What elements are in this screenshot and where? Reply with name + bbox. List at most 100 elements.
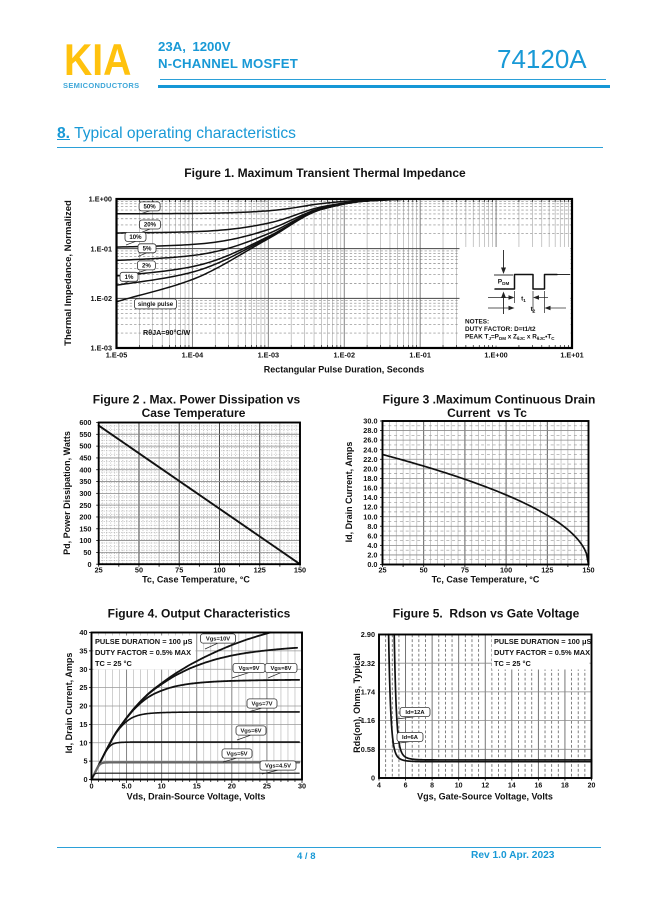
svg-text:DUTY FACTOR: D=t1/t2: DUTY FACTOR: D=t1/t2 <box>465 326 536 333</box>
svg-text:16.0: 16.0 <box>363 484 377 493</box>
svg-text:25: 25 <box>79 683 87 692</box>
svg-text:150: 150 <box>582 566 594 575</box>
svg-text:Id=6A: Id=6A <box>402 735 419 741</box>
svg-text:0: 0 <box>371 774 375 783</box>
svg-text:Id, Drain Current, Amps: Id, Drain Current, Amps <box>64 653 74 754</box>
svg-text:20%: 20% <box>144 222 157 229</box>
svg-text:550: 550 <box>79 430 91 439</box>
svg-text:10: 10 <box>158 782 166 791</box>
svg-text:Figure 1. Maximum Transient Th: Figure 1. Maximum Transient Thermal Impe… <box>184 166 466 180</box>
svg-text:6.0: 6.0 <box>367 531 377 540</box>
svg-text:Figure 5. Rdson vs Gate Volta: Figure 5. Rdson vs Gate Voltage <box>393 607 580 621</box>
svg-text:50: 50 <box>83 548 91 557</box>
svg-text:Figure 4. Output Characteristi: Figure 4. Output Characteristics <box>108 607 291 621</box>
svg-text:50: 50 <box>135 566 143 575</box>
svg-text:15: 15 <box>193 782 201 791</box>
svg-text:4: 4 <box>377 783 381 790</box>
svg-text:28.0: 28.0 <box>363 426 377 435</box>
svg-text:DUTY FACTOR = 0.5% MAX: DUTY FACTOR = 0.5% MAX <box>494 648 590 657</box>
svg-text:Id, Drain Current, Amps: Id, Drain Current, Amps <box>344 442 354 543</box>
svg-text:400: 400 <box>79 465 91 474</box>
svg-text:75: 75 <box>175 566 183 575</box>
svg-text:125: 125 <box>254 566 266 575</box>
svg-text:18: 18 <box>561 783 569 790</box>
svg-text:Figure 2 . Max. Power Dissipat: Figure 2 . Max. Power Dissipation vs <box>93 393 301 407</box>
svg-text:PDM: PDM <box>498 279 510 287</box>
svg-text:2.90: 2.90 <box>361 630 375 639</box>
svg-text:Id=12A: Id=12A <box>405 710 425 716</box>
svg-text:1.E-01: 1.E-01 <box>409 351 431 360</box>
svg-text:Vgs=6V: Vgs=6V <box>240 729 261 735</box>
svg-text:1.E-05: 1.E-05 <box>106 351 128 360</box>
svg-text:1.E+00: 1.E+00 <box>89 195 112 204</box>
svg-text:5%: 5% <box>143 246 152 253</box>
svg-text:0.0: 0.0 <box>367 560 377 569</box>
svg-text:6: 6 <box>404 783 408 790</box>
svg-text:40: 40 <box>79 628 87 637</box>
svg-text:1.E-01: 1.E-01 <box>91 244 113 253</box>
svg-text:350: 350 <box>79 477 91 486</box>
svg-text:Vgs=10V: Vgs=10V <box>206 637 230 643</box>
svg-text:t2: t2 <box>531 306 536 314</box>
svg-text:Tc, Case Temperature, °C: Tc, Case Temperature, °C <box>432 575 540 585</box>
svg-text:RθJA=90°C/W: RθJA=90°C/W <box>143 328 191 337</box>
svg-text:10: 10 <box>79 738 87 747</box>
svg-text:22.0: 22.0 <box>363 455 377 464</box>
svg-text:0: 0 <box>89 782 93 791</box>
svg-text:12: 12 <box>481 783 489 790</box>
svg-text:24.0: 24.0 <box>363 445 377 454</box>
svg-text:10: 10 <box>455 783 463 790</box>
svg-text:0.58: 0.58 <box>361 745 375 754</box>
svg-text:35: 35 <box>79 646 87 655</box>
svg-text:12.0: 12.0 <box>363 503 377 512</box>
svg-text:20: 20 <box>588 783 596 790</box>
svg-text:Pd, Power Dissipation, Watts: Pd, Power Dissipation, Watts <box>62 431 72 555</box>
svg-text:Vgs=8V: Vgs=8V <box>270 666 291 672</box>
svg-text:30: 30 <box>298 782 306 791</box>
svg-text:1.E+00: 1.E+00 <box>484 351 507 360</box>
svg-text:8: 8 <box>430 783 434 790</box>
svg-text:Vds, Drain-Source Voltage, Vol: Vds, Drain-Source Voltage, Volts <box>127 792 266 802</box>
svg-text:Rds(on), Ohms, Typical: Rds(on), Ohms, Typical <box>352 653 362 753</box>
svg-text:0: 0 <box>83 775 87 784</box>
svg-text:NOTES:: NOTES: <box>465 319 489 326</box>
svg-text:Figure 3 .Maximum Continuous D: Figure 3 .Maximum Continuous Drain <box>383 393 596 407</box>
svg-text:75: 75 <box>461 566 469 575</box>
svg-text:t1: t1 <box>521 295 526 303</box>
svg-text:1.E-03: 1.E-03 <box>258 351 280 360</box>
svg-text:600: 600 <box>79 418 91 427</box>
svg-text:DUTY FACTOR = 0.5% MAX: DUTY FACTOR = 0.5% MAX <box>95 648 191 657</box>
svg-text:Vgs=9V: Vgs=9V <box>238 666 259 672</box>
svg-text:100: 100 <box>79 536 91 545</box>
svg-text:1%: 1% <box>125 274 134 281</box>
svg-text:Rectangular Pulse Duration, Se: Rectangular Pulse Duration, Seconds <box>264 365 425 375</box>
svg-text:20.0: 20.0 <box>363 464 377 473</box>
svg-text:450: 450 <box>79 454 91 463</box>
svg-text:10.0: 10.0 <box>363 512 377 521</box>
svg-text:2.32: 2.32 <box>361 659 375 668</box>
svg-text:50%: 50% <box>143 204 156 211</box>
svg-text:25: 25 <box>95 566 103 575</box>
svg-text:Vgs=4.5V: Vgs=4.5V <box>265 764 291 770</box>
svg-text:100: 100 <box>500 566 512 575</box>
svg-text:PEAK TJ=PDM x ZθJC x RθJC•TC: PEAK TJ=PDM x ZθJC x RθJC•TC <box>465 334 555 341</box>
svg-text:20: 20 <box>79 702 87 711</box>
svg-text:18.0: 18.0 <box>363 474 377 483</box>
svg-text:Case Temperature: Case Temperature <box>142 406 246 420</box>
svg-text:500: 500 <box>79 442 91 451</box>
svg-text:50: 50 <box>420 566 428 575</box>
svg-text:30: 30 <box>79 665 87 674</box>
svg-text:26.0: 26.0 <box>363 436 377 445</box>
svg-text:2%: 2% <box>142 263 151 270</box>
svg-text:PULSE DURATION = 100 μS: PULSE DURATION = 100 μS <box>494 637 591 646</box>
svg-text:Vgs, Gate-Source Voltage, Volt: Vgs, Gate-Source Voltage, Volts <box>417 792 553 802</box>
svg-text:200: 200 <box>79 513 91 522</box>
svg-text:14.0: 14.0 <box>363 493 377 502</box>
svg-text:25: 25 <box>263 782 271 791</box>
svg-text:150: 150 <box>294 566 306 575</box>
svg-text:2.0: 2.0 <box>367 551 377 560</box>
svg-text:1.E-04: 1.E-04 <box>182 351 204 360</box>
svg-text:8.0: 8.0 <box>367 522 377 531</box>
svg-text:25: 25 <box>378 566 386 575</box>
svg-text:100: 100 <box>213 566 225 575</box>
